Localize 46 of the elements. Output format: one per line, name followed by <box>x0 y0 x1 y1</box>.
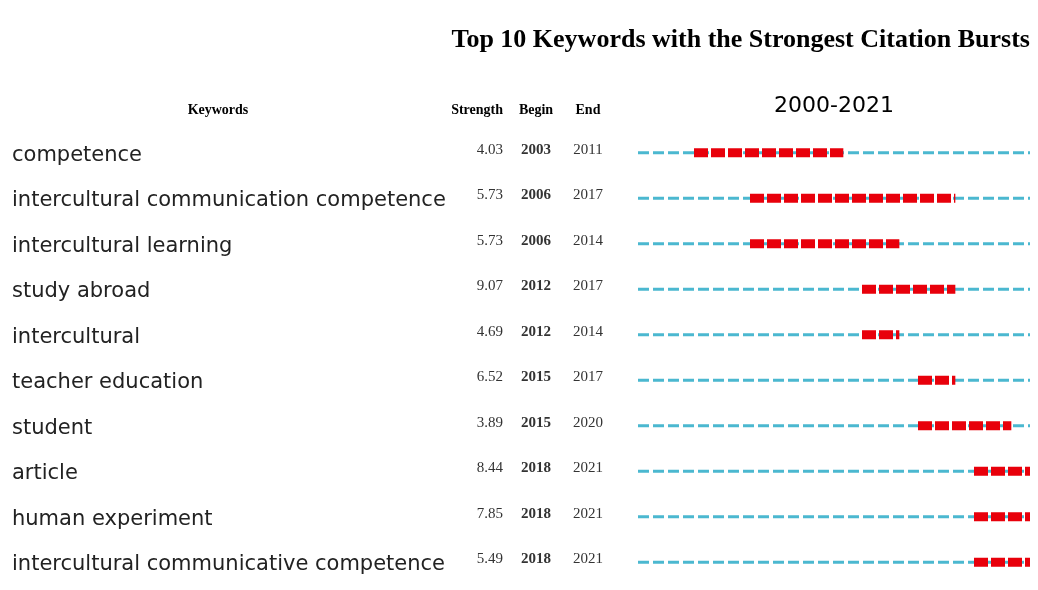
category-label: study abroad <box>12 278 151 303</box>
data-label: 2015 <box>521 368 551 385</box>
category-label: article <box>12 460 78 485</box>
data-label: 3.89 <box>476 413 503 430</box>
data-label: 2017 <box>573 368 604 385</box>
data-label: 5.73 <box>476 231 503 248</box>
data-label: 2006 <box>521 186 552 203</box>
text: Begin <box>518 102 554 117</box>
data-label: 4.03 <box>476 140 503 157</box>
data-label: 2014 <box>573 322 604 339</box>
data-label: 9.07 <box>476 277 504 294</box>
category-label: intercultural communicative competence <box>12 551 446 576</box>
category-label: intercultural <box>12 323 141 348</box>
data-label: 2017 <box>573 186 604 203</box>
data-label: 2020 <box>573 413 603 430</box>
data-label: 8.44 <box>476 459 504 476</box>
data-label: 2021 <box>573 504 603 521</box>
category-label: intercultural learning <box>12 232 233 257</box>
data-label: 4.69 <box>476 322 503 339</box>
data-label: 2015 <box>521 413 551 430</box>
data-label: 2018 <box>521 550 551 567</box>
category-label: intercultural communication competence <box>12 187 446 212</box>
data-label: 2003 <box>521 140 551 157</box>
data-label: 5.49 <box>476 550 503 567</box>
data-label: 2021 <box>573 550 603 567</box>
text: 2000-2021 <box>773 92 895 117</box>
data-label: 2018 <box>521 459 551 476</box>
data-label: 6.52 <box>476 368 503 385</box>
category-label: human experiment <box>12 505 213 530</box>
data-label: 5.73 <box>476 186 503 203</box>
text: End <box>575 102 601 117</box>
data-label: 2012 <box>521 322 551 339</box>
data-label: 2018 <box>521 504 551 521</box>
data-label: 2021 <box>573 459 603 476</box>
data-label: 2011 <box>573 140 603 157</box>
data-label: 7.85 <box>476 504 503 521</box>
data-label: 2014 <box>573 231 604 248</box>
data-label: 2017 <box>573 277 604 294</box>
data-label: 2006 <box>521 231 552 248</box>
text: Top 10 Keywords with the Strongest Citation Bursts <box>451 24 1030 54</box>
category-label: competence <box>12 141 143 166</box>
text: Keywords <box>187 102 249 117</box>
data-label: 2012 <box>521 277 551 294</box>
text: Strength <box>451 102 504 117</box>
category-label: teacher education <box>12 369 204 394</box>
category-label: student <box>12 414 93 439</box>
